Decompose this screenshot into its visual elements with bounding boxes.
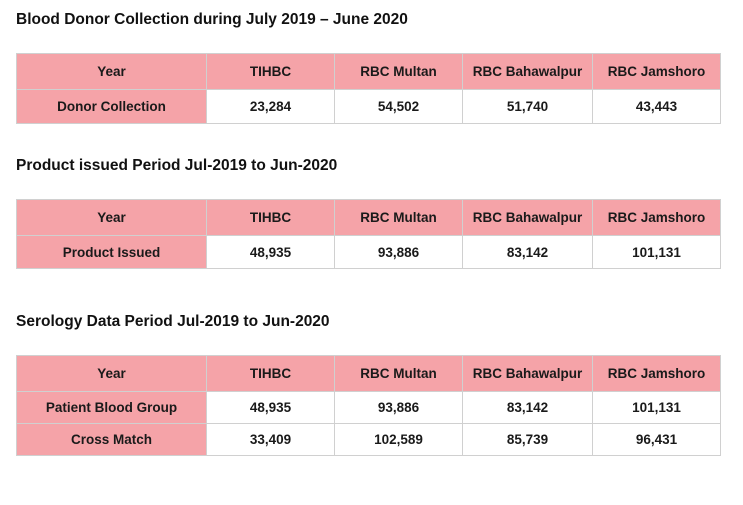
column-header-rbc-multan: RBC Multan [334, 355, 463, 392]
cell-tihbc: 33,409 [206, 423, 335, 456]
product-issued-table: Year TIHBC RBC Multan RBC Bahawalpur RBC… [16, 199, 721, 269]
column-header-rbc-jamshoro: RBC Jamshoro [592, 355, 721, 392]
table-header-row: Year TIHBC RBC Multan RBC Bahawalpur RBC… [16, 355, 721, 392]
cell-rbc-multan: 102,589 [334, 423, 463, 456]
section-title-donor-collection: Blood Donor Collection during July 2019 … [16, 11, 408, 28]
table-row: Patient Blood Group 48,935 93,886 83,142… [16, 391, 721, 424]
column-header-rbc-bahawalpur: RBC Bahawalpur [462, 355, 593, 392]
column-header-year: Year [16, 53, 207, 90]
column-header-rbc-multan: RBC Multan [334, 53, 463, 90]
column-header-rbc-bahawalpur: RBC Bahawalpur [462, 53, 593, 90]
cell-rbc-jamshoro: 101,131 [592, 391, 721, 424]
section-title-product-issued: Product issued Period Jul-2019 to Jun-20… [16, 157, 338, 174]
cell-rbc-jamshoro: 96,431 [592, 423, 721, 456]
column-header-rbc-bahawalpur: RBC Bahawalpur [462, 199, 593, 236]
table-header-row: Year TIHBC RBC Multan RBC Bahawalpur RBC… [16, 53, 721, 90]
table-header-row: Year TIHBC RBC Multan RBC Bahawalpur RBC… [16, 199, 721, 236]
cell-tihbc: 48,935 [206, 391, 335, 424]
row-label-cross-match: Cross Match [16, 423, 207, 456]
column-header-year: Year [16, 199, 207, 236]
section-title-serology-data: Serology Data Period Jul-2019 to Jun-202… [16, 313, 330, 330]
cell-rbc-bahawalpur: 51,740 [462, 89, 593, 124]
serology-data-table: Year TIHBC RBC Multan RBC Bahawalpur RBC… [16, 355, 721, 456]
column-header-tihbc: TIHBC [206, 355, 335, 392]
column-header-rbc-jamshoro: RBC Jamshoro [592, 53, 721, 90]
donor-collection-table: Year TIHBC RBC Multan RBC Bahawalpur RBC… [16, 53, 721, 124]
column-header-rbc-multan: RBC Multan [334, 199, 463, 236]
cell-rbc-multan: 93,886 [334, 391, 463, 424]
row-label-product-issued: Product Issued [16, 235, 207, 269]
cell-rbc-multan: 54,502 [334, 89, 463, 124]
cell-rbc-jamshoro: 43,443 [592, 89, 721, 124]
table-row: Product Issued 48,935 93,886 83,142 101,… [16, 235, 721, 269]
column-header-year: Year [16, 355, 207, 392]
cell-rbc-bahawalpur: 85,739 [462, 423, 593, 456]
table-row: Cross Match 33,409 102,589 85,739 96,431 [16, 423, 721, 456]
row-label-donor-collection: Donor Collection [16, 89, 207, 124]
column-header-tihbc: TIHBC [206, 199, 335, 236]
cell-tihbc: 48,935 [206, 235, 335, 269]
cell-rbc-bahawalpur: 83,142 [462, 391, 593, 424]
column-header-rbc-jamshoro: RBC Jamshoro [592, 199, 721, 236]
row-label-patient-blood-group: Patient Blood Group [16, 391, 207, 424]
cell-rbc-bahawalpur: 83,142 [462, 235, 593, 269]
table-row: Donor Collection 23,284 54,502 51,740 43… [16, 89, 721, 124]
cell-rbc-jamshoro: 101,131 [592, 235, 721, 269]
cell-tihbc: 23,284 [206, 89, 335, 124]
cell-rbc-multan: 93,886 [334, 235, 463, 269]
column-header-tihbc: TIHBC [206, 53, 335, 90]
